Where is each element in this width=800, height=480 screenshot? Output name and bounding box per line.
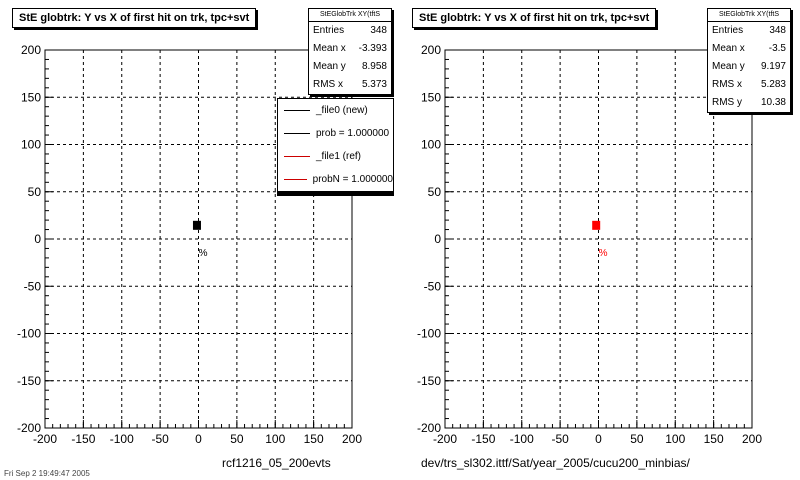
- y-tick-label: -150: [417, 374, 441, 388]
- x-tick-label: 100: [265, 432, 285, 446]
- legend-entry: _file1 (ref): [278, 145, 393, 168]
- stats-value: 5.373: [361, 79, 387, 90]
- stats-label: Entries: [712, 25, 744, 36]
- stats-row: RMS y 10.38: [708, 94, 790, 112]
- x-tick-label: -50: [151, 432, 169, 446]
- legend-line-swatch: [284, 133, 310, 134]
- stats-row: Mean x -3.5: [708, 40, 790, 58]
- legend-label: probN = 1.000000: [312, 174, 393, 185]
- y-tick-label: 100: [421, 138, 441, 152]
- y-tick-label: 100: [21, 138, 41, 152]
- legend-line-swatch: [284, 179, 307, 180]
- y-tick-label: 50: [28, 185, 42, 199]
- stats-label: Mean x: [313, 43, 346, 54]
- right-stats-box: StEGlobTrk XY(tftS Entries 348 Mean x -3.5 M…: [707, 8, 791, 113]
- stats-row: RMS x 5.283: [708, 76, 790, 94]
- legend-label: _file1 (ref): [316, 151, 362, 162]
- right-plot: -200 -150 -100 -50 0 50 100 150 200 200 150 100 50 0 -…: [417, 43, 762, 446]
- y-tick-label: 150: [21, 90, 41, 104]
- stats-label: RMS x: [313, 79, 343, 90]
- stats-row: Mean x -3.393: [309, 40, 391, 58]
- stats-label: Entries: [313, 25, 345, 36]
- x-tick-label: 150: [304, 432, 324, 446]
- stats-row: Entries 348: [708, 22, 790, 40]
- stats-label: RMS x: [712, 79, 742, 90]
- right-dataset-label: dev/trs_sl302.ittf/Sat/year_2005/cucu200…: [421, 456, 690, 470]
- x-tick-label: 200: [742, 432, 762, 446]
- left-legend: _file0 (new) prob = 1.000000 _file1 (ref) p…: [277, 98, 394, 192]
- stats-value: 9.197: [760, 61, 786, 72]
- x-tick-label: -100: [510, 432, 534, 446]
- legend-line-swatch: [284, 110, 310, 111]
- y-tick-label: -100: [417, 327, 441, 341]
- stats-value: -3.393: [358, 43, 387, 54]
- y-tick-label: 200: [21, 43, 41, 57]
- legend-entry: prob = 1.000000: [278, 122, 393, 145]
- y-tick-label: -50: [424, 279, 442, 293]
- stats-value: 348: [769, 25, 786, 36]
- y-tick-label: -50: [24, 279, 42, 293]
- data-cluster: [192, 220, 201, 230]
- stats-row: RMS x 5.373: [309, 76, 391, 94]
- right-plot-title: StE globtrk: Y vs X of first hit on trk,…: [412, 8, 657, 28]
- left-dataset-label: rcf1216_05_200evts: [222, 456, 331, 470]
- x-tick-label: 50: [230, 432, 244, 446]
- y-tick-label: 50: [428, 185, 442, 199]
- stats-row: Mean y 9.197: [708, 58, 790, 76]
- x-tick-label: 150: [704, 432, 724, 446]
- x-tick-label: -150: [71, 432, 95, 446]
- x-tick-label: -50: [551, 432, 569, 446]
- y-tick-label: 200: [421, 43, 441, 57]
- stats-value: 8.958: [361, 61, 387, 72]
- cluster-annotation: %: [199, 248, 208, 259]
- stats-value: 348: [370, 25, 387, 36]
- y-tick-label: 0: [34, 232, 41, 246]
- y-tick-label: 150: [421, 90, 441, 104]
- footer-timestamp: Fri Sep 2 19:49:47 2005: [4, 469, 90, 478]
- cluster-annotation: %: [599, 248, 608, 259]
- legend-entry: probN = 1.000000: [278, 168, 393, 191]
- y-tick-label: -150: [17, 374, 41, 388]
- x-tick-label: 0: [595, 432, 602, 446]
- data-cluster: [592, 220, 601, 230]
- y-tick-label: 0: [434, 232, 441, 246]
- stats-value: -3.5: [768, 43, 786, 54]
- x-tick-label: -150: [471, 432, 495, 446]
- stats-row: Mean y 8.958: [309, 58, 391, 76]
- stats-value: 5.283: [760, 79, 786, 90]
- legend-line-swatch: [284, 156, 310, 157]
- left-stats-header: StEGlobTrk XY(tftS: [309, 9, 391, 22]
- legend-label: prob = 1.000000: [316, 128, 390, 139]
- stats-value: 10.38: [760, 97, 786, 108]
- left-stats-box: StEGlobTrk XY(tftS Entries 348 Mean x -3.39…: [308, 8, 392, 95]
- y-tick-label: -200: [417, 421, 441, 435]
- legend-label: _file0 (new): [316, 105, 368, 116]
- y-tick-label: -200: [17, 421, 41, 435]
- stats-label: Mean x: [712, 43, 745, 54]
- stats-label: RMS y: [712, 97, 742, 108]
- x-tick-label: -100: [110, 432, 134, 446]
- stats-label: Mean y: [712, 61, 745, 72]
- x-tick-label: 0: [195, 432, 202, 446]
- x-tick-label: 100: [665, 432, 685, 446]
- x-tick-label: 200: [342, 432, 362, 446]
- x-tick-label: 50: [630, 432, 644, 446]
- x-tick-label: -200: [33, 432, 57, 446]
- legend-entry: _file0 (new): [278, 99, 393, 122]
- left-plot-title: StE globtrk: Y vs X of first hit on trk,…: [12, 8, 257, 28]
- right-stats-header: StEGlobTrk XY(tftS: [708, 9, 790, 22]
- stats-label: Mean y: [313, 61, 346, 72]
- y-tick-label: -100: [17, 327, 41, 341]
- x-tick-label: -200: [433, 432, 457, 446]
- stats-row: Entries 348: [309, 22, 391, 40]
